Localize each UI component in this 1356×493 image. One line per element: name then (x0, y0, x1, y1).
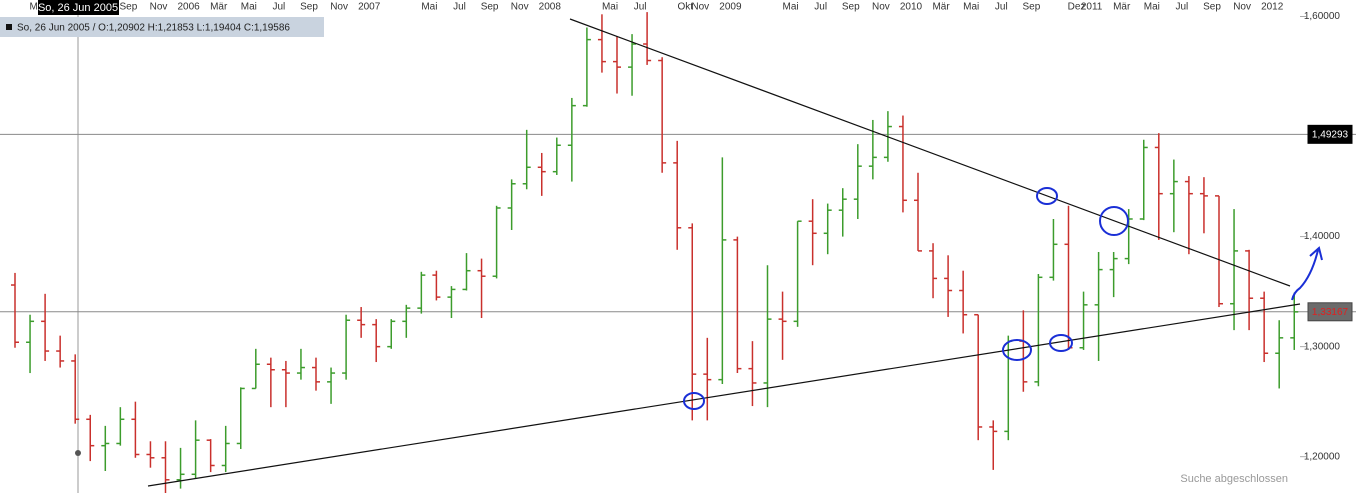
info-text: So, 26 Jun 2005 / O:1,20902 H:1,21853 L:… (17, 23, 290, 34)
date-label: So, 26 Jun 2005 (38, 2, 118, 14)
x-tick-label: Nov (511, 2, 529, 13)
crosshair-dot (75, 450, 81, 456)
x-tick-label: Mai (963, 2, 979, 13)
status-text: Suche abgeschlossen (1180, 473, 1288, 485)
y-tick-label: 1,30000 (1304, 341, 1341, 352)
x-tick-label: Sep (842, 2, 860, 13)
annotation-circle (683, 392, 705, 410)
x-tick-label: Nov (330, 2, 348, 13)
x-tick-label: Okt (677, 2, 693, 13)
price-label: 1,33167 (1312, 307, 1349, 318)
info-bar (0, 17, 324, 37)
x-tick-label: Mai (1144, 2, 1160, 13)
x-tick-label: 2011 (1081, 2, 1103, 13)
annotation-circle (1099, 206, 1129, 236)
x-tick-label: Jul (1176, 2, 1189, 13)
x-tick-label: Nov (150, 2, 168, 13)
x-tick-label: 2007 (358, 2, 381, 13)
x-tick-label: Jul (814, 2, 827, 13)
annotations (683, 187, 1323, 410)
price-label: 1,49293 (1312, 129, 1349, 140)
x-tick-label: Jul (634, 2, 647, 13)
annotation-circle (1049, 334, 1073, 352)
x-tick-label: Mai (602, 2, 618, 13)
x-tick-label: Mär (210, 2, 228, 13)
price-label-box (1307, 124, 1353, 144)
x-tick-label: Mai (241, 2, 257, 13)
x-tick-label: 2006 (177, 2, 200, 13)
x-tick-label: 2012 (1261, 2, 1284, 13)
x-tick-label: Nov (691, 2, 709, 13)
x-tick-label: Sep (120, 2, 138, 13)
trend-line (147, 303, 1301, 487)
x-tick-label: Nov (1233, 2, 1251, 13)
annotation-arrow (1291, 246, 1323, 301)
x-tick-label: Jul (995, 2, 1008, 13)
x-tick-label: Sep (481, 2, 499, 13)
x-tick-label: Nov (872, 2, 890, 13)
x-tick-label: Mai (783, 2, 799, 13)
y-tick-label: 1,40000 (1304, 231, 1341, 242)
x-tick-label: Mär (1113, 2, 1131, 13)
x-tick-label: 2009 (719, 2, 742, 13)
x-tick-label: Mai (421, 2, 437, 13)
x-tick-label: Dez (1068, 2, 1086, 13)
info-marker (6, 24, 12, 30)
date-box (38, 0, 119, 15)
annotation-circle (1002, 339, 1032, 361)
trend-line (569, 18, 1291, 287)
x-tick-label: 2010 (900, 2, 923, 13)
x-tick-label: Sep (1203, 2, 1221, 13)
x-tick-label: Sep (300, 2, 318, 13)
x-tick-label: Jul (273, 2, 286, 13)
x-tick-label: 2008 (539, 2, 562, 13)
x-tick-label: Sep (1023, 2, 1041, 13)
annotation-circle (1036, 187, 1058, 205)
y-tick-label: 1,60000 (1304, 11, 1341, 22)
x-tick-label: Jul (453, 2, 466, 13)
price-label-box (1307, 302, 1353, 322)
y-tick-label: 1,20000 (1304, 451, 1341, 462)
x-tick-label: Mär (932, 2, 950, 13)
